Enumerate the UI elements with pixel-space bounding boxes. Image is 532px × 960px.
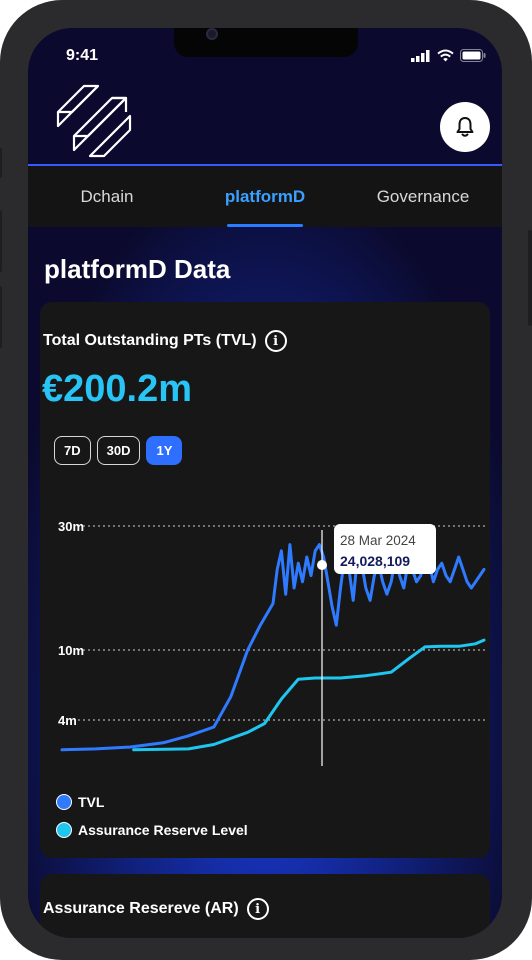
ar-card-title: Assurance Resereve (AR): [43, 900, 239, 917]
legend-label-assurance: Assurance Reserve Level: [78, 822, 248, 838]
tab-platformd[interactable]: platformD: [186, 166, 344, 227]
tab-bar: Dchain platformD Governance: [28, 166, 502, 227]
range-1y-button[interactable]: 1Y: [146, 436, 183, 465]
side-button: [0, 148, 2, 178]
legend-dot-assurance: [56, 822, 72, 838]
series-line-tvl: [60, 543, 486, 752]
notification-button[interactable]: [440, 102, 490, 152]
tooltip-date: 28 Mar 2024: [340, 533, 416, 548]
crosshair-point: [317, 560, 327, 570]
side-button: [0, 286, 2, 348]
range-30d-button[interactable]: 30D: [96, 436, 141, 465]
y-tick-label: 30m: [58, 519, 84, 534]
header-divider: [28, 164, 502, 166]
info-icon[interactable]: i: [264, 330, 287, 352]
platform-logo: [56, 84, 132, 158]
tooltip-box: [334, 524, 436, 574]
info-icon[interactable]: i: [246, 898, 269, 920]
status-time: 9:41: [66, 47, 99, 64]
bell-icon: [456, 117, 474, 137]
tvl-card-title: Total Outstanding PTs (TVL): [43, 332, 257, 349]
tvl-card-header: Total Outstanding PTs (TVL) i: [43, 330, 287, 352]
side-button: [0, 210, 2, 272]
chart-legend: TVL Assurance Reserve Level: [56, 794, 248, 850]
tvl-chart[interactable]: 30m10m4m05 Jun7 Sep9Jan11Apr28 Mar 20242…: [56, 490, 496, 770]
tooltip-value: 24,028,109: [340, 553, 410, 569]
notch: [174, 28, 358, 57]
tab-governance[interactable]: Governance: [376, 186, 470, 206]
wifi-icon: [437, 49, 454, 62]
legend-label-tvl: TVL: [78, 794, 105, 810]
range-selector: 7D 30D 1Y: [54, 436, 183, 465]
camera: [206, 28, 218, 40]
legend-item-tvl: TVL: [56, 794, 248, 810]
series-line-assurance: [132, 638, 486, 752]
y-tick-label: 4m: [58, 713, 77, 728]
range-7d-button[interactable]: 7D: [54, 436, 91, 465]
ar-card-header: Assurance Resereve (AR) i: [43, 898, 269, 920]
page-title: platformD Data: [44, 254, 231, 284]
battery-icon: [460, 49, 486, 62]
tvl-value: €200.2m: [42, 368, 193, 410]
phone-screen: 9:41: [28, 28, 502, 938]
signal-icon: [411, 49, 430, 62]
side-button: [528, 230, 532, 326]
legend-dot-tvl: [56, 794, 72, 810]
status-icons: [411, 49, 486, 62]
tab-dchain[interactable]: Dchain: [80, 186, 134, 206]
legend-item-assurance: Assurance Reserve Level: [56, 822, 248, 838]
y-tick-label: 10m: [58, 643, 84, 658]
